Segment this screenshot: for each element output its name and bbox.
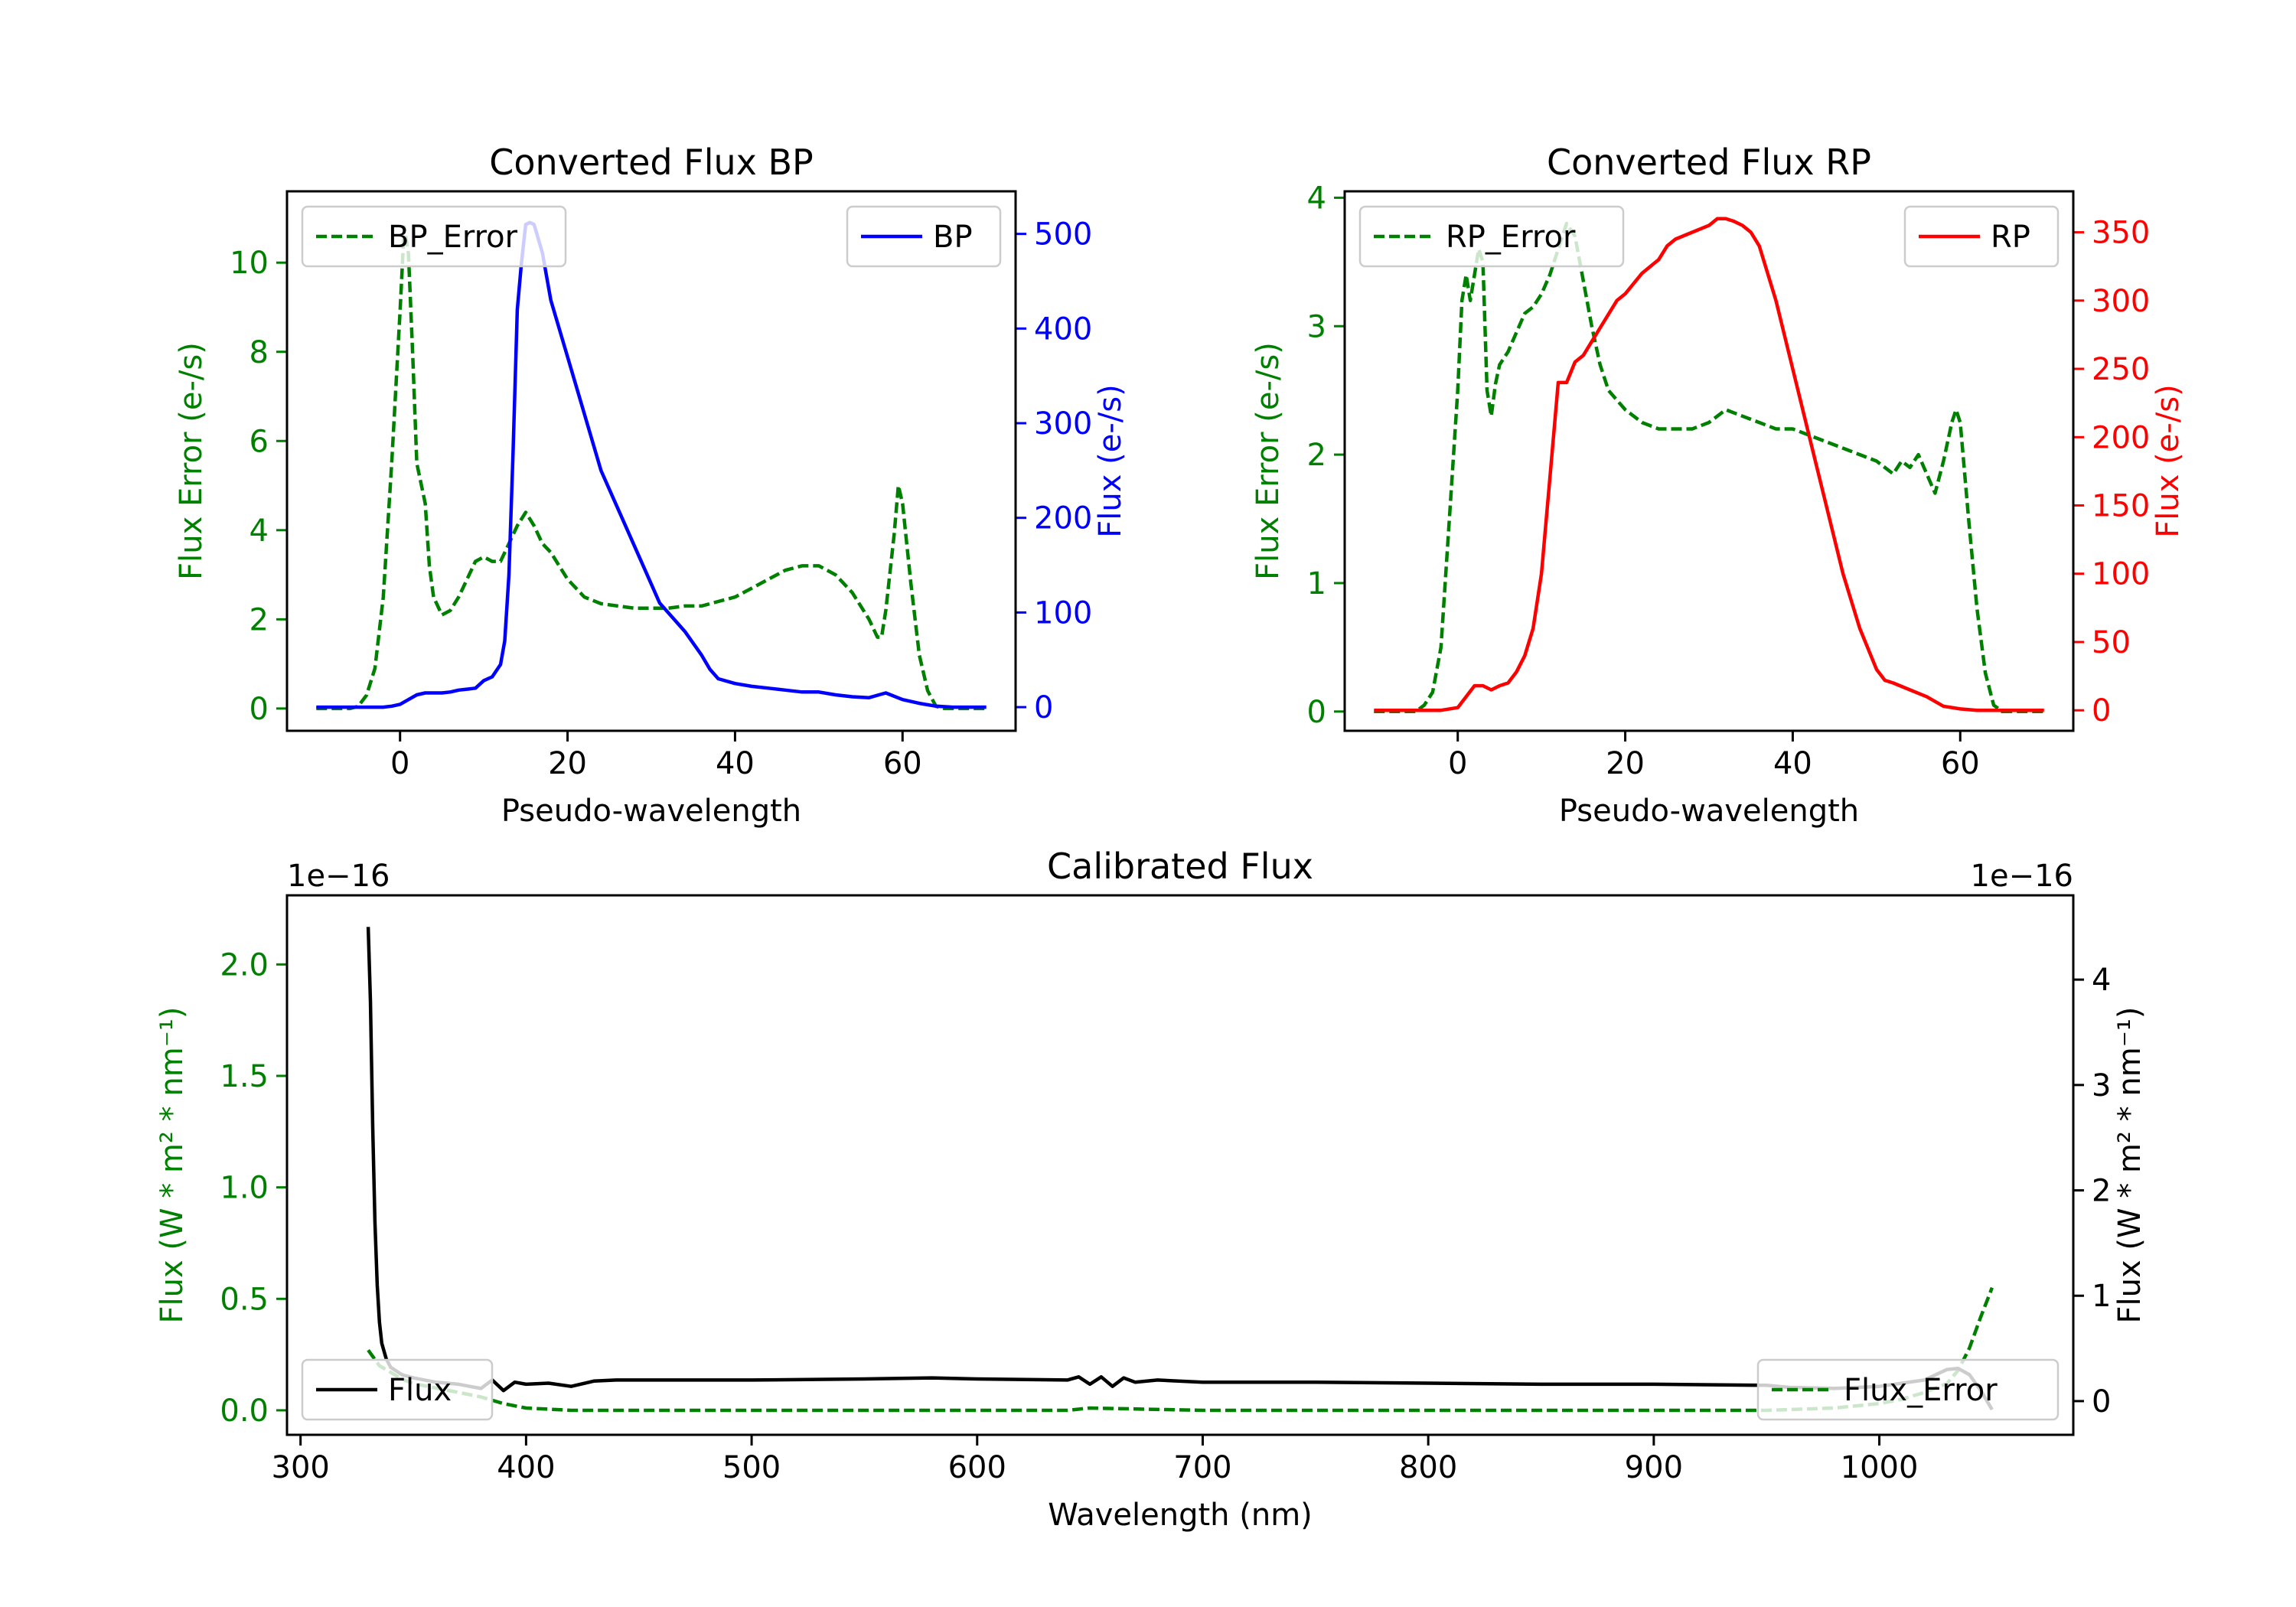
y-left-tick-label: 2 bbox=[1307, 438, 1326, 473]
x-tick-label: 800 bbox=[1399, 1450, 1457, 1485]
legend-box bbox=[301, 205, 567, 268]
y-right-tick-label: 350 bbox=[2092, 216, 2150, 251]
chart-title: Converted Flux RP bbox=[1547, 142, 1871, 183]
y-left-tick-label: 1 bbox=[1307, 566, 1326, 601]
y-left-tick-label: 10 bbox=[230, 246, 269, 281]
x-tick-label: 40 bbox=[1773, 746, 1812, 781]
y-right-tick-label: 500 bbox=[1034, 217, 1092, 253]
y-right-tick-label: 4 bbox=[2092, 963, 2111, 998]
y-left-tick-label: 0.5 bbox=[220, 1282, 269, 1317]
x-tick-label: 60 bbox=[883, 746, 922, 781]
y-left-tick-label: 3 bbox=[1307, 309, 1326, 344]
y-right-tick-label: 100 bbox=[2092, 557, 2150, 592]
chart-title: Calibrated Flux bbox=[1047, 846, 1313, 887]
x-tick-label: 900 bbox=[1625, 1450, 1683, 1485]
x-tick-label: 0 bbox=[1448, 746, 1467, 781]
x-tick-label: 700 bbox=[1173, 1450, 1231, 1485]
x-axis-label: Pseudo-wavelength bbox=[1559, 794, 1859, 829]
axes-frame bbox=[285, 190, 1017, 732]
y-right-tick-label: 50 bbox=[2092, 625, 2131, 660]
y-right-tick-label: 3 bbox=[2092, 1068, 2111, 1103]
y-left-tick-label: 2.0 bbox=[220, 947, 269, 983]
y-left-tick-label: 1.0 bbox=[220, 1171, 269, 1206]
y-right-tick-label: 400 bbox=[1034, 311, 1092, 347]
x-tick-label: 60 bbox=[1941, 746, 1980, 781]
y-left-tick-label: 8 bbox=[249, 335, 269, 370]
y-right-tick-label: 250 bbox=[2092, 352, 2150, 387]
y-left-axis-label: Flux Error (e-/s) bbox=[1251, 342, 1286, 580]
x-tick-label: 40 bbox=[716, 746, 755, 781]
legend-box bbox=[301, 1358, 494, 1421]
y-right-offset-text: 1e−16 bbox=[1971, 859, 2073, 894]
panel-converted-flux-bp: Converted Flux BP0 20 40 60Pseudo-wavelengt… bbox=[174, 142, 1128, 829]
y-left-tick-label: 1.5 bbox=[220, 1059, 269, 1094]
legend-label: Flux_Error bbox=[1844, 1373, 1998, 1408]
series-line-rp-error bbox=[1374, 221, 2044, 714]
y-left-tick-label: 0 bbox=[1307, 695, 1326, 730]
legend-rp: RP bbox=[1903, 205, 2060, 268]
panel-calibrated-flux: Calibrated Flux 300 400 500 600 700 800 900 1000… bbox=[155, 846, 2148, 1533]
axes-frame bbox=[285, 894, 2075, 1436]
legend-box bbox=[1903, 205, 2060, 268]
y-right-tick-label: 200 bbox=[1034, 501, 1092, 536]
y-right-axis-label: Flux (e-/s) bbox=[1093, 384, 1128, 537]
legend-box bbox=[846, 205, 1002, 268]
y-right-axis-label: Flux (W * m² * nm⁻¹) bbox=[2112, 1007, 2148, 1324]
y-right-tick-label: 300 bbox=[2092, 284, 2150, 319]
legend-box bbox=[1358, 205, 1625, 268]
series-line-bp-error bbox=[316, 225, 987, 711]
y-left-axis-label: Flux Error (e-/s) bbox=[174, 342, 209, 580]
y-right-axis-label: Flux (e-/s) bbox=[2151, 384, 2186, 537]
y-right-tick-label: 100 bbox=[1034, 595, 1092, 631]
y-left-tick-label: 0 bbox=[249, 692, 269, 727]
y-right-tick-label: 2 bbox=[2092, 1174, 2111, 1209]
x-tick-label: 500 bbox=[722, 1450, 781, 1485]
y-left-offset-text: 1e−16 bbox=[287, 859, 390, 894]
y-right-tick-label: 0 bbox=[2092, 693, 2111, 729]
y-right-tick-label: 0 bbox=[2092, 1384, 2111, 1420]
y-right-tick-label: 0 bbox=[1034, 690, 1053, 725]
legend-flux: Flux bbox=[301, 1358, 494, 1421]
y-left-tick-label: 2 bbox=[249, 602, 269, 637]
y-right-tick-label: 200 bbox=[2092, 420, 2150, 455]
legend-bp: BP bbox=[846, 205, 1002, 268]
x-tick-label: 600 bbox=[948, 1450, 1006, 1485]
series-line-rp bbox=[1374, 217, 2044, 712]
y-left-tick-label: 6 bbox=[249, 424, 269, 459]
y-right-tick-label: 1 bbox=[2092, 1279, 2111, 1314]
legend-flux-error: Flux_Error bbox=[1756, 1358, 2060, 1421]
y-left-tick-label: 0.0 bbox=[220, 1393, 269, 1429]
legend-label: Flux bbox=[388, 1373, 452, 1408]
x-tick-label: 400 bbox=[497, 1450, 555, 1485]
legend-label: RP_Error bbox=[1446, 220, 1576, 255]
x-tick-label: 20 bbox=[1606, 746, 1645, 781]
legend-rp-error: RP_Error bbox=[1358, 205, 1625, 268]
y-left-axis-label: Flux (W * m² * nm⁻¹) bbox=[155, 1007, 190, 1324]
y-left-tick-label: 4 bbox=[249, 513, 269, 549]
series-line-bp bbox=[316, 220, 987, 709]
axes-frame bbox=[1343, 190, 2075, 732]
x-tick-label: 0 bbox=[390, 746, 409, 781]
legend-label: BP bbox=[933, 220, 973, 255]
x-tick-label: 1000 bbox=[1841, 1450, 1919, 1485]
legend-label: RP bbox=[1991, 220, 2030, 255]
x-axis-label: Pseudo-wavelength bbox=[501, 794, 801, 829]
x-axis-label: Wavelength (nm) bbox=[1048, 1498, 1313, 1533]
legend-label: BP_Error bbox=[388, 220, 518, 255]
y-right-tick-label: 150 bbox=[2092, 489, 2150, 524]
chart-title: Converted Flux BP bbox=[489, 142, 814, 183]
x-tick-label: 300 bbox=[272, 1450, 330, 1485]
y-left-tick-label: 4 bbox=[1307, 181, 1326, 216]
y-right-tick-label: 300 bbox=[1034, 406, 1092, 442]
legend-bp-error: BP_Error bbox=[301, 205, 567, 268]
panel-converted-flux-rp: Converted Flux RP0 20 40 60Pseudo-wavelengt… bbox=[1251, 142, 2186, 829]
legend-box bbox=[1756, 1358, 2060, 1421]
x-tick-label: 20 bbox=[548, 746, 587, 781]
